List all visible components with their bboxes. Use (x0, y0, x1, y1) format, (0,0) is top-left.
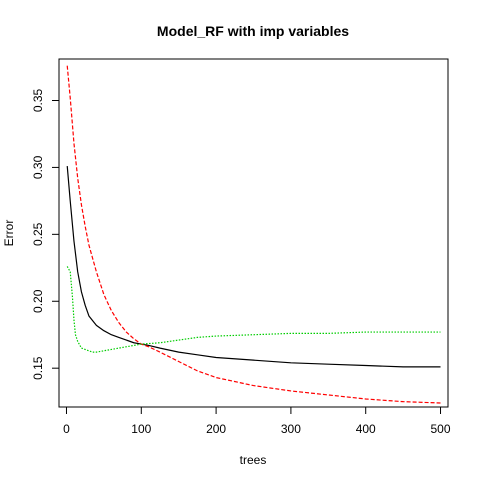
y-tick-label: 0.35 (31, 88, 45, 112)
y-axis-label: Error (2, 220, 16, 247)
x-tick-label: 0 (63, 422, 70, 436)
series-line-red (66, 65, 441, 404)
chart-title: Model_RF with imp variables (157, 23, 349, 39)
series-line-black (66, 166, 441, 368)
y-tick-label: 0.25 (31, 222, 45, 246)
x-tick-label: 300 (281, 422, 301, 436)
x-tick-label: 500 (431, 422, 451, 436)
y-tick-label: 0.30 (31, 155, 45, 179)
x-axis: 0 100 200 300 400 500 (63, 406, 451, 436)
y-tick-label: 0.20 (31, 289, 45, 313)
x-tick-label: 400 (356, 422, 376, 436)
y-axis: 0.15 0.20 0.25 0.30 0.35 (31, 88, 60, 380)
y-tick-label: 0.15 (31, 356, 45, 380)
series-layer (66, 65, 441, 404)
x-tick-label: 100 (131, 422, 151, 436)
x-axis-label: trees (240, 453, 267, 467)
x-tick-label: 200 (206, 422, 226, 436)
series-line-green (66, 266, 441, 353)
